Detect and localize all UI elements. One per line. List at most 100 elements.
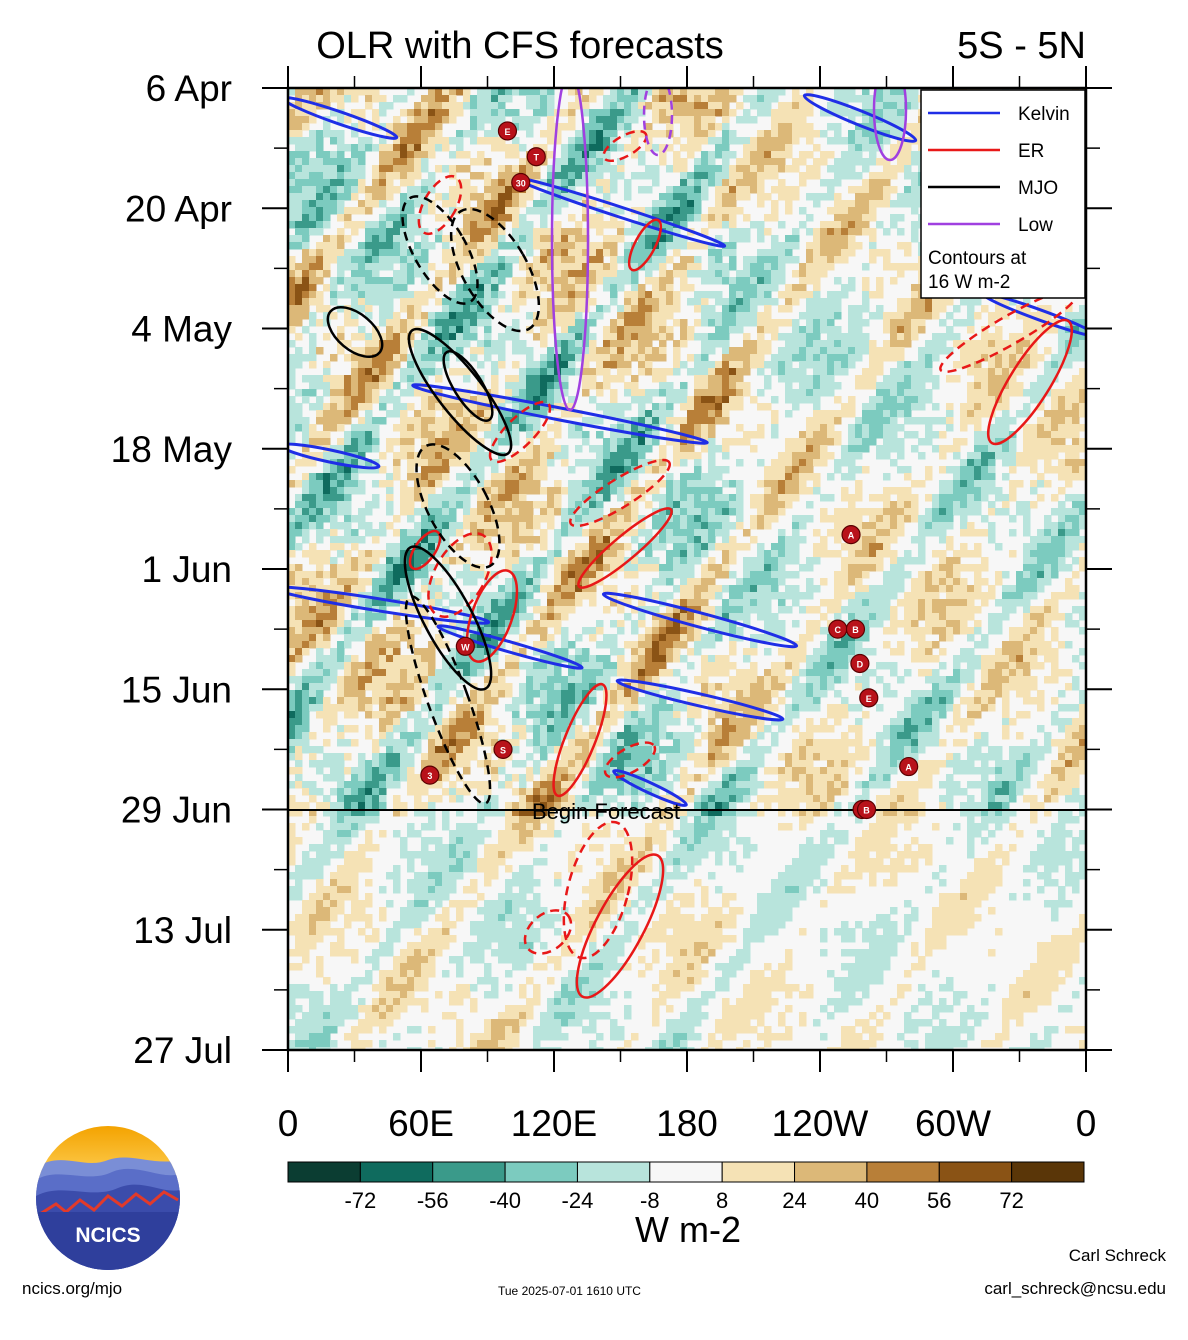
field-cell xyxy=(820,459,828,467)
field-cell xyxy=(778,116,786,124)
field-cell xyxy=(848,109,856,117)
field-cell xyxy=(400,109,408,117)
field-cell xyxy=(778,130,786,138)
field-cell xyxy=(316,277,324,285)
field-cell xyxy=(1065,452,1073,460)
field-cell xyxy=(1079,396,1086,404)
field-cell xyxy=(519,263,527,271)
field-cell xyxy=(827,207,835,215)
field-cell xyxy=(1009,361,1017,369)
field-cell xyxy=(708,270,716,278)
field-cell xyxy=(428,424,436,432)
field-cell xyxy=(1009,445,1017,453)
field-cell xyxy=(484,172,492,180)
field-cell xyxy=(666,494,674,502)
field-cell xyxy=(582,270,590,278)
field-cell xyxy=(1079,326,1086,334)
field-cell xyxy=(386,228,394,236)
field-cell xyxy=(512,501,520,509)
field-cell xyxy=(442,501,450,509)
field-cell xyxy=(512,165,520,173)
field-cell xyxy=(484,186,492,194)
field-cell xyxy=(337,137,345,145)
field-cell xyxy=(708,214,716,222)
field-cell xyxy=(589,172,597,180)
field-cell xyxy=(414,172,422,180)
field-cell xyxy=(435,354,443,362)
field-cell xyxy=(722,347,730,355)
field-cell xyxy=(400,298,408,306)
field-cell xyxy=(421,116,429,124)
field-cell xyxy=(610,95,618,103)
field-cell xyxy=(365,95,373,103)
field-cell xyxy=(414,368,422,376)
field-cell xyxy=(743,347,751,355)
field-cell xyxy=(449,95,457,103)
field-cell xyxy=(911,291,919,299)
field-cell xyxy=(757,172,765,180)
field-cell xyxy=(988,466,996,474)
field-cell xyxy=(491,347,499,355)
field-cell xyxy=(449,403,457,411)
field-cell xyxy=(890,382,898,390)
field-cell xyxy=(757,235,765,243)
field-cell xyxy=(435,326,443,334)
field-cell xyxy=(911,494,919,502)
field-cell xyxy=(925,347,933,355)
field-cell xyxy=(372,277,380,285)
field-cell xyxy=(596,445,604,453)
field-cell xyxy=(960,459,968,467)
field-cell xyxy=(582,130,590,138)
field-cell xyxy=(1079,312,1086,320)
field-cell xyxy=(547,249,555,257)
field-cell xyxy=(974,403,982,411)
field-cell xyxy=(344,438,352,446)
field-cell xyxy=(295,144,303,152)
field-cell xyxy=(792,95,800,103)
field-cell xyxy=(330,466,338,474)
field-cell xyxy=(330,396,338,404)
field-cell xyxy=(428,109,436,117)
field-cell xyxy=(988,382,996,390)
field-cell xyxy=(897,396,905,404)
field-cell xyxy=(337,375,345,383)
field-cell xyxy=(764,361,772,369)
field-cell xyxy=(1009,452,1017,460)
field-cell xyxy=(491,242,499,250)
field-cell xyxy=(988,480,996,488)
field-cell xyxy=(883,179,891,187)
field-cell xyxy=(876,347,884,355)
field-cell xyxy=(603,165,611,173)
field-cell xyxy=(617,277,625,285)
field-cell xyxy=(673,487,681,495)
field-cell xyxy=(967,340,975,348)
field-cell xyxy=(862,466,870,474)
field-cell xyxy=(330,382,338,390)
field-cell xyxy=(729,326,737,334)
field-cell xyxy=(778,151,786,159)
field-cell xyxy=(918,438,926,446)
field-cell xyxy=(1072,431,1080,439)
field-cell xyxy=(764,340,772,348)
field-cell xyxy=(610,431,618,439)
field-cell xyxy=(925,354,933,362)
field-cell xyxy=(995,403,1003,411)
field-cell xyxy=(589,158,597,166)
field-cell xyxy=(309,200,317,208)
field-cell xyxy=(876,368,884,376)
field-cell xyxy=(568,123,576,131)
field-cell xyxy=(407,151,415,159)
field-cell xyxy=(953,466,961,474)
field-cell xyxy=(442,312,450,320)
field-cell xyxy=(547,389,555,397)
field-cell xyxy=(855,347,863,355)
field-cell xyxy=(568,144,576,152)
field-cell xyxy=(771,263,779,271)
field-cell xyxy=(603,333,611,341)
field-cell xyxy=(855,375,863,383)
field-cell xyxy=(799,340,807,348)
field-cell xyxy=(757,137,765,145)
field-cell xyxy=(589,382,597,390)
field-cell xyxy=(834,368,842,376)
field-cell xyxy=(407,179,415,187)
